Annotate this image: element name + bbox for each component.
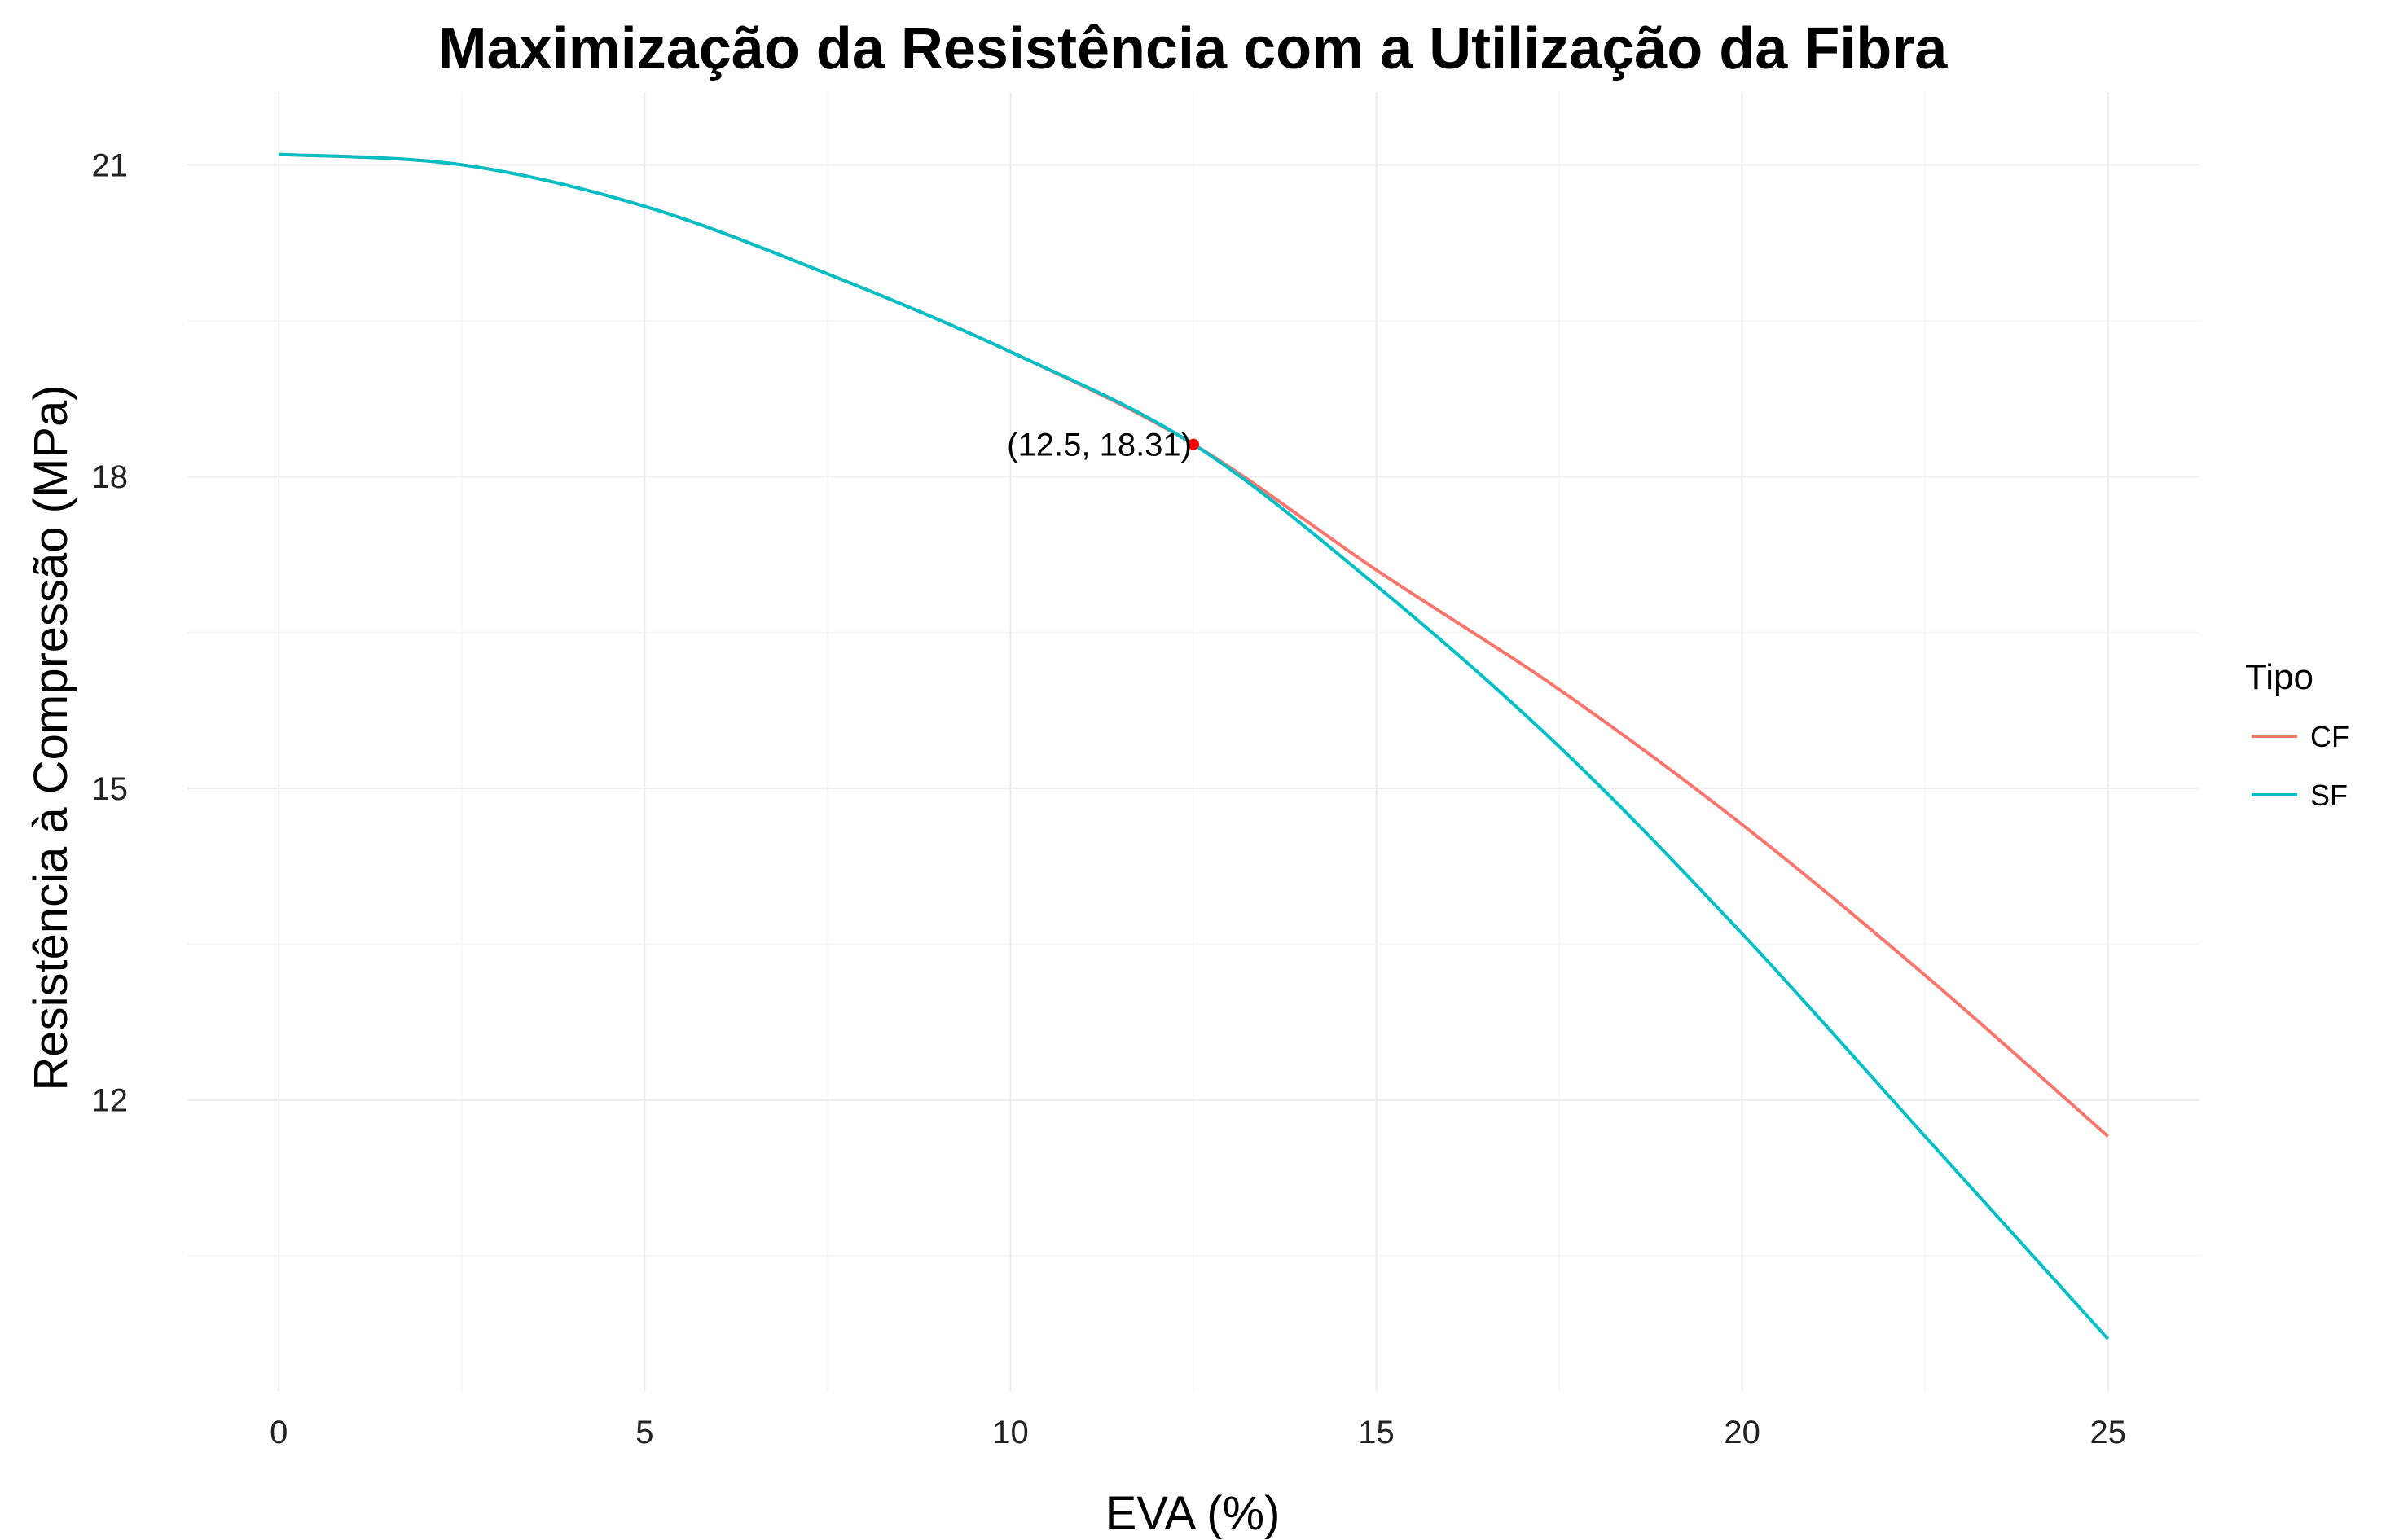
x-tick-label: 10 — [992, 1415, 1029, 1450]
x-tick-label: 25 — [2089, 1415, 2126, 1450]
legend-title: Tipo — [2245, 657, 2313, 697]
annotation-label: (12.5, 18.31) — [1007, 428, 1192, 463]
legend-label-cf: CF — [2310, 720, 2349, 753]
grid — [187, 92, 2199, 1391]
x-tick-label: 15 — [1358, 1415, 1395, 1450]
y-tick-label: 18 — [92, 459, 129, 495]
annotations: (12.5, 18.31) — [1007, 428, 1199, 463]
x-tick-label: 0 — [270, 1415, 288, 1450]
legend-label-sf: SF — [2310, 779, 2348, 812]
y-tick-label: 15 — [92, 771, 129, 807]
y-tick-label: 21 — [92, 147, 129, 183]
y-axis-ticks: 12 15 18 21 — [92, 147, 129, 1118]
y-tick-label: 12 — [92, 1083, 129, 1119]
x-tick-label: 5 — [635, 1415, 653, 1450]
x-axis-title: EVA (%) — [1105, 1487, 1281, 1540]
x-tick-label: 20 — [1724, 1415, 1760, 1450]
x-axis-ticks: 0 5 10 15 20 25 — [270, 1415, 2126, 1450]
series-line-sf — [279, 152, 2110, 1340]
annotation-point — [1188, 438, 1199, 450]
y-axis-title: Resistência à Compressão (MPa) — [24, 384, 77, 1090]
chart-title: Maximização da Resistência com a Utiliza… — [438, 16, 1949, 81]
legend: Tipo CF SF — [2245, 657, 2349, 812]
series-lines — [279, 152, 2110, 1340]
